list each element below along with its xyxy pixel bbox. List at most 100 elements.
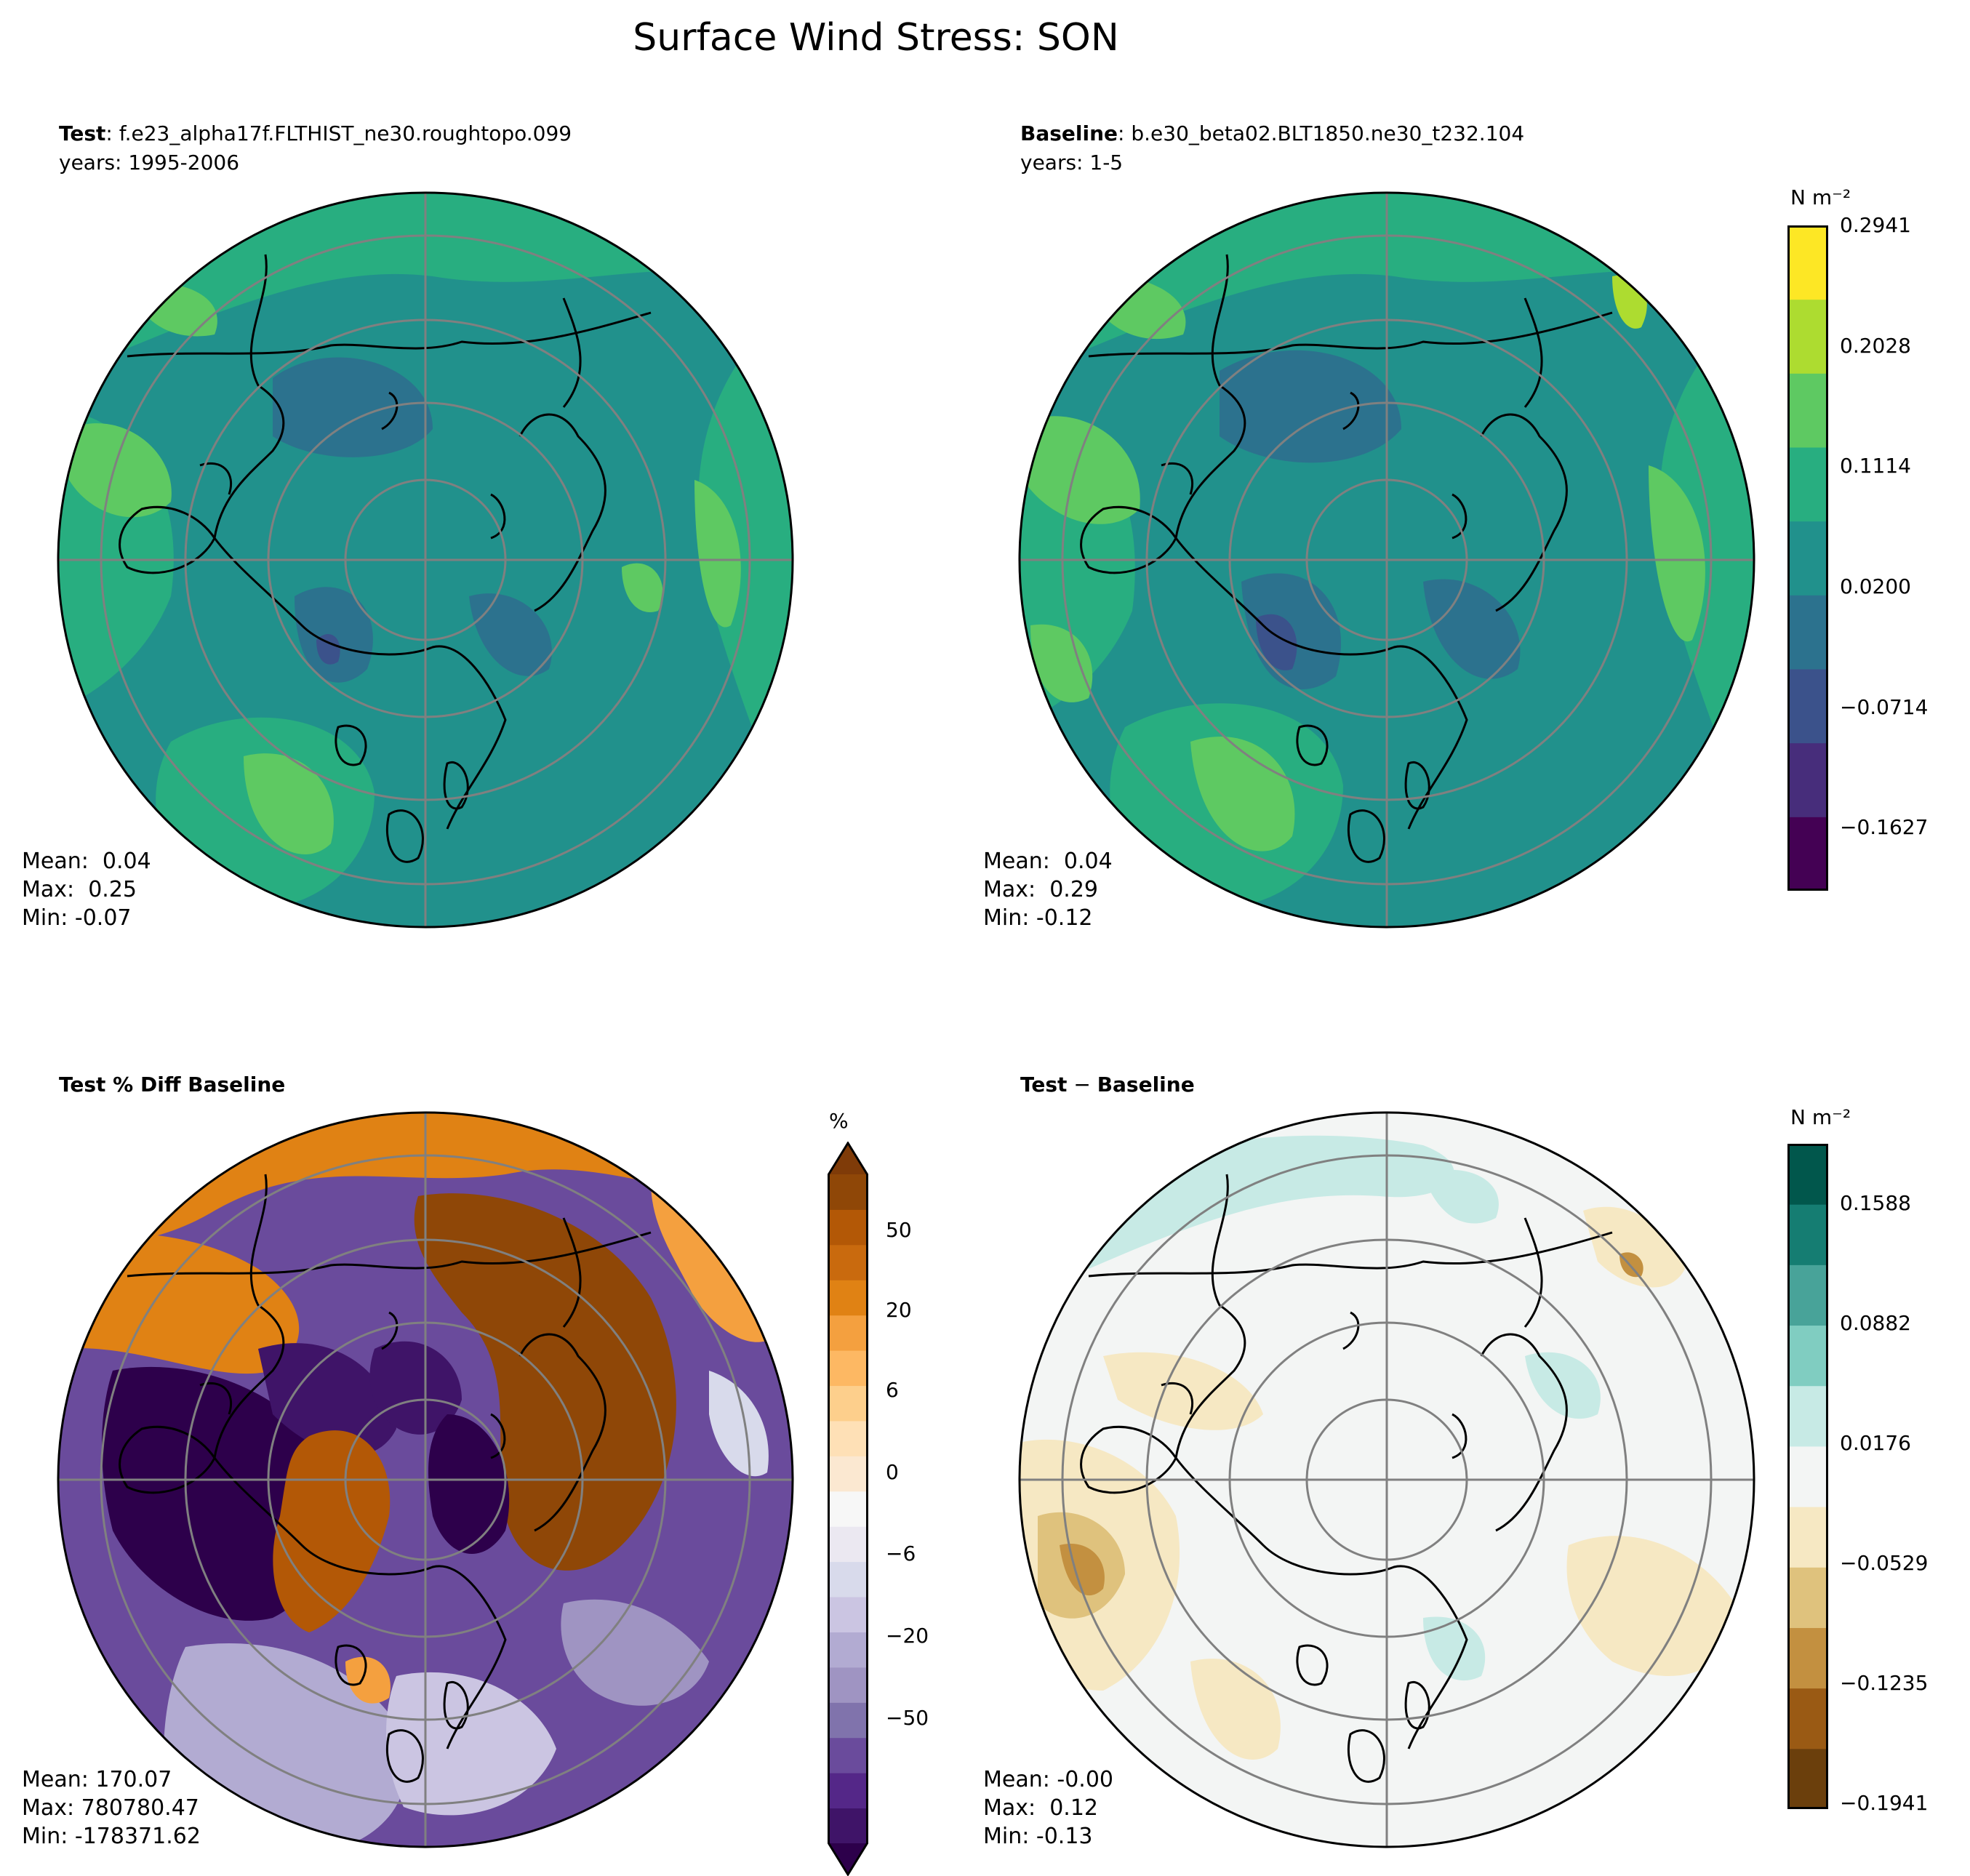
colorbar-block (1787, 1144, 1828, 1205)
colorbar-block (1787, 1446, 1828, 1507)
pct-colorbar-tick: 50 (886, 1218, 912, 1242)
diff-stat-max: Max: 0.12 (983, 1795, 1098, 1821)
main-colorbar-tick: 0.2941 (1840, 213, 1911, 237)
colorbar-block (1787, 1264, 1828, 1326)
diff-panel-title: Test − Baseline (1020, 1071, 1195, 1099)
colorbar-block (828, 1420, 868, 1456)
pctdiff-polar-map (57, 1111, 794, 1848)
pctdiff-panel-title: Test % Diff Baseline (59, 1071, 285, 1099)
diff-title-bold: Test (1020, 1073, 1068, 1097)
test-stat-mean: Mean: 0.04 (22, 849, 151, 874)
baseline-stat-mean: Mean: 0.04 (983, 849, 1113, 874)
colorbar-block (828, 1667, 868, 1703)
colorbar-extend-low (828, 1843, 868, 1875)
colorbar-block (828, 1597, 868, 1632)
diff-title-sep: − (1067, 1073, 1097, 1097)
pct-colorbar-tick: 20 (886, 1298, 912, 1322)
colorbar-block (828, 1526, 868, 1563)
baseline-polar-map (1018, 191, 1755, 929)
diff-colorbar-blocks (1787, 1144, 1828, 1809)
colorbar-block (1787, 1627, 1828, 1689)
diff-graticule (1020, 1113, 1754, 1847)
main-colorbar-tick: −0.0714 (1840, 695, 1929, 719)
pct-colorbar-tick: −20 (886, 1624, 929, 1648)
diff-colorbar-tick: 0.0176 (1840, 1431, 1911, 1455)
colorbar-block (828, 1773, 868, 1809)
pctdiff-stat-max: Max: 780780.47 (22, 1795, 199, 1821)
diff-colorbar (1787, 1144, 1828, 1809)
colorbar-block (1787, 742, 1828, 817)
diff-colorbar-tick: −0.1235 (1840, 1671, 1929, 1695)
test-title-bold: Test (59, 121, 106, 145)
colorbar-block (1787, 595, 1828, 670)
colorbar-block (1787, 299, 1828, 374)
main-colorbar-unit: N m⁻² (1790, 185, 1851, 209)
diff-colorbar-tick: 0.0882 (1840, 1311, 1911, 1335)
colorbar-block (828, 1315, 868, 1351)
test-map-boundary (57, 191, 794, 929)
colorbar-block (828, 1632, 868, 1668)
baseline-map-boundary (1018, 191, 1755, 929)
pctdiff-stats: Mean: 170.07 Max: 780780.47 Min: -178371… (22, 1765, 201, 1851)
colorbar-block (828, 1491, 868, 1527)
test-title-sep: : (105, 121, 119, 145)
pct-colorbar-blocks (828, 1143, 868, 1875)
colorbar-block (1787, 669, 1828, 744)
diff-stats: Mean: -0.00 Max: 0.12 Min: -0.13 (983, 1765, 1113, 1851)
main-colorbar-tick: 0.1114 (1840, 454, 1911, 478)
pctdiff-map-boundary (57, 1111, 794, 1848)
diff-stat-min: Min: -0.13 (983, 1824, 1093, 1849)
diff-map-boundary (1018, 1111, 1755, 1848)
baseline-title-rest: b.e30_beta02.BLT1850.ne30_t232.104 (1131, 121, 1525, 145)
pctdiff-stat-mean: Mean: 170.07 (22, 1767, 172, 1792)
baseline-title-sep: : (1118, 121, 1132, 145)
colorbar-block (828, 1808, 868, 1844)
colorbar-block (828, 1737, 868, 1773)
diff-polar-map (1018, 1111, 1755, 1848)
pct-colorbar-tick: −50 (886, 1706, 929, 1730)
colorbar-block (1787, 817, 1828, 891)
main-colorbar-frame (1787, 225, 1828, 891)
baseline-coastlines (1080, 254, 1613, 863)
diff-title-rest: Baseline (1097, 1073, 1195, 1097)
colorbar-block (828, 1280, 868, 1316)
colorbar-block (1787, 1385, 1828, 1447)
pct-colorbar-tick: 6 (886, 1378, 899, 1402)
pct-colorbar-frame (828, 1142, 868, 1876)
colorbar-block (1787, 521, 1828, 596)
colorbar-extend-high (828, 1143, 868, 1174)
colorbar-block (828, 1244, 868, 1280)
colorbar-block (1787, 1748, 1828, 1809)
test-title-rest: f.e23_alpha17f.FLTHIST_ne30.roughtopo.09… (119, 121, 572, 145)
diff-colorbar-unit: N m⁻² (1790, 1105, 1851, 1129)
colorbar-block (828, 1702, 868, 1739)
baseline-title-bold: Baseline (1020, 121, 1118, 145)
diff-colorbar-tick: −0.1941 (1840, 1791, 1929, 1815)
pctdiff-graticule (58, 1113, 793, 1847)
baseline-panel-title: Baseline: b.e30_beta02.BLT1850.ne30_t232… (1020, 120, 1524, 148)
pct-colorbar-unit: % (829, 1109, 849, 1133)
diff-colorbar-frame (1787, 1144, 1828, 1809)
pct-colorbar-tick: −6 (886, 1542, 916, 1566)
baseline-panel-subtitle: years: 1-5 (1020, 151, 1124, 175)
test-graticule (58, 193, 793, 927)
pct-colorbar (828, 1142, 868, 1876)
colorbar-block (828, 1456, 868, 1492)
test-stat-min: Min: -0.07 (22, 905, 132, 931)
test-panel-title: Test: f.e23_alpha17f.FLTHIST_ne30.rought… (59, 120, 572, 148)
test-stats: Mean: 0.04 Max: 0.25 Min: -0.07 (22, 847, 151, 932)
baseline-stat-max: Max: 0.29 (983, 877, 1098, 902)
diff-colorbar-tick: 0.1588 (1840, 1191, 1911, 1215)
baseline-stat-min: Min: -0.12 (983, 905, 1093, 931)
test-stat-max: Max: 0.25 (22, 877, 137, 902)
main-colorbar-blocks (1787, 225, 1828, 891)
diff-colorbar-tick: −0.0529 (1840, 1551, 1929, 1575)
colorbar-block (828, 1209, 868, 1246)
pctdiff-title-bold: Test % Diff Baseline (59, 1073, 286, 1097)
colorbar-block (1787, 225, 1828, 300)
baseline-stats: Mean: 0.04 Max: 0.29 Min: -0.12 (983, 847, 1113, 932)
diff-stat-mean: Mean: -0.00 (983, 1767, 1114, 1792)
main-colorbar-tick: 0.2028 (1840, 334, 1911, 358)
test-polar-map (57, 191, 794, 929)
figure-title: Surface Wind Stress: SON (633, 16, 1119, 60)
